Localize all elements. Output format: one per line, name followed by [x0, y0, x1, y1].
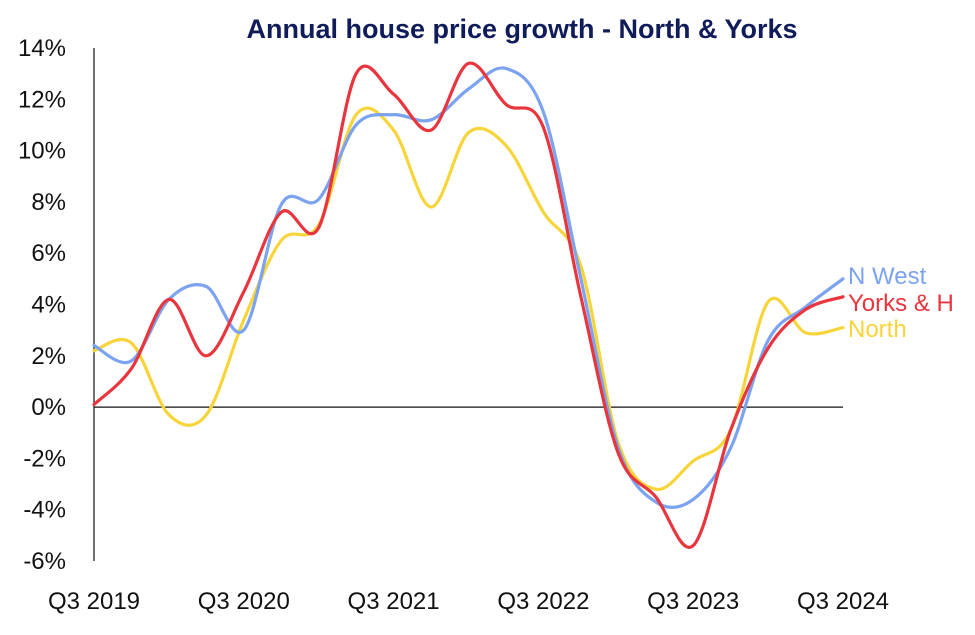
legend-label: N West — [848, 263, 927, 290]
x-axis-tick-labels: Q3 2019 Q3 2020 Q3 2021 Q3 2022 Q3 2023 Q3 20… — [48, 588, 889, 615]
x-tick-label: Q3 2023 — [647, 588, 739, 615]
y-tick-label: 6% — [31, 240, 66, 267]
y-tick-label: 2% — [31, 343, 66, 370]
series-lines — [92, 61, 845, 549]
y-tick-label: -2% — [23, 445, 66, 472]
y-tick-label: 8% — [31, 189, 66, 216]
y-tick-label: 0% — [31, 394, 66, 421]
legend-label: Yorks & H — [848, 290, 954, 317]
series-line-yorks-h — [92, 61, 845, 549]
series-line-north — [92, 106, 845, 491]
x-tick-label: Q3 2019 — [48, 588, 140, 615]
y-axis-tick-labels: 14% 12% 10% 8% 6% 4% 2% 0% -2% -4% -6% — [18, 35, 66, 575]
y-tick-label: 4% — [31, 292, 66, 319]
y-tick-label: 12% — [18, 86, 66, 113]
y-tick-label: -6% — [23, 548, 66, 575]
y-tick-label: 14% — [18, 35, 66, 62]
y-tick-label: 10% — [18, 138, 66, 165]
x-tick-label: Q3 2020 — [198, 588, 290, 615]
x-tick-label: Q3 2021 — [348, 588, 440, 615]
x-tick-label: Q3 2024 — [797, 588, 889, 615]
chart-title: Annual house price growth - North & York… — [246, 14, 797, 44]
series-line-n-west — [92, 66, 845, 509]
x-tick-label: Q3 2022 — [497, 588, 589, 615]
legend-label: North — [848, 316, 907, 343]
y-tick-label: -4% — [23, 497, 66, 524]
